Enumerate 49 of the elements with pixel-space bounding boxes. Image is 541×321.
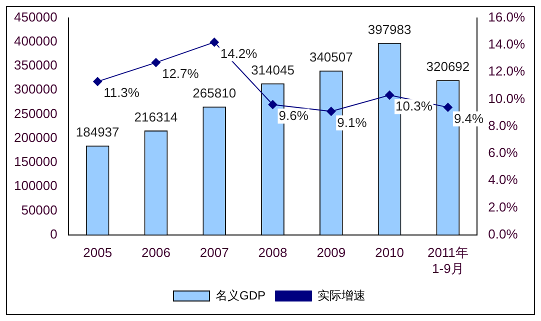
point bbox=[268, 100, 278, 110]
x-tick-label: 2008 bbox=[258, 245, 288, 260]
point bbox=[151, 58, 160, 68]
point bbox=[443, 102, 452, 112]
y-tick-label: 100000 bbox=[14, 178, 58, 194]
x-tick-label: 2009 bbox=[316, 245, 346, 260]
point bbox=[385, 90, 394, 100]
x-tick-label: 2010 bbox=[375, 245, 404, 260]
point bbox=[326, 106, 336, 116]
data-label: 265810 bbox=[192, 86, 236, 101]
y-tick-label: 150000 bbox=[14, 154, 58, 170]
data-label: 184937 bbox=[76, 124, 120, 140]
legend-label: 实际增速 bbox=[318, 288, 366, 302]
data-label: 9.4% bbox=[454, 110, 484, 126]
y-tick-label: 450000 bbox=[14, 9, 58, 24]
y2-tick-label: 12.0% bbox=[488, 64, 526, 79]
point bbox=[210, 38, 219, 47]
y-tick-label: 250000 bbox=[14, 106, 58, 121]
data-label: 397983 bbox=[368, 22, 412, 37]
data-label: 320692 bbox=[426, 59, 470, 74]
y-tick-label: 200000 bbox=[14, 130, 58, 145]
y2-tick-label: 8.0% bbox=[488, 118, 518, 133]
data-label: 9.6% bbox=[278, 108, 309, 124]
data-label: 314045 bbox=[251, 62, 294, 78]
y2-tick-label: 2.0% bbox=[488, 199, 518, 214]
data-label: 12.7% bbox=[162, 66, 200, 82]
y-tick-label: 400000 bbox=[14, 33, 58, 48]
data-label: 216314 bbox=[134, 110, 178, 125]
x-tick-label: 2011年 1-9月 bbox=[427, 245, 468, 276]
y-tick-label: 350000 bbox=[14, 58, 58, 73]
y2-tick-label: 16.0% bbox=[488, 9, 526, 24]
y2-tick-label: 14.0% bbox=[488, 36, 526, 52]
point bbox=[93, 77, 102, 86]
y2-tick-label: 0.0% bbox=[488, 226, 518, 242]
y-tick-label: 300000 bbox=[14, 82, 58, 97]
data-label: 9.1% bbox=[337, 114, 368, 130]
y-tick-label: 50000 bbox=[21, 202, 58, 218]
y2-tick-label: 4.0% bbox=[488, 172, 518, 188]
data-label: 10.3% bbox=[396, 98, 433, 114]
y-tick-label: 0 bbox=[50, 226, 58, 242]
x-tick-label: 2007 bbox=[200, 245, 229, 260]
data-label: 340507 bbox=[309, 50, 353, 65]
x-tick-label: 2006 bbox=[142, 245, 170, 260]
y2-tick-label: 10.0% bbox=[488, 90, 526, 106]
y2-tick-label: 6.0% bbox=[488, 145, 518, 160]
legend-label: 名义GDP bbox=[216, 288, 266, 302]
data-label: 14.2% bbox=[220, 46, 258, 61]
x-tick-label: 2005 bbox=[83, 245, 112, 260]
data-label: 11.3% bbox=[104, 85, 140, 100]
